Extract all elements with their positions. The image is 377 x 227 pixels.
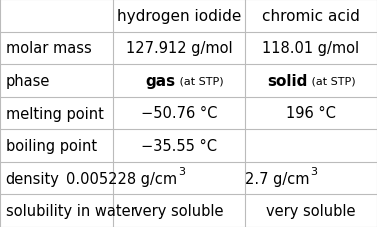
Text: boiling point: boiling point [6,138,97,153]
Text: 0.005228 g/cm: 0.005228 g/cm [66,171,177,186]
Text: 196 °C: 196 °C [286,106,336,121]
Text: chromic acid: chromic acid [262,9,360,24]
Text: −35.55 °C: −35.55 °C [141,138,217,153]
Text: density: density [6,171,60,186]
Text: 118.01 g/mol: 118.01 g/mol [262,41,360,56]
Text: 127.912 g/mol: 127.912 g/mol [126,41,232,56]
Text: very soluble: very soluble [266,203,356,218]
Text: solubility in water: solubility in water [6,203,136,218]
Text: very soluble: very soluble [134,203,224,218]
Text: gas: gas [145,74,175,89]
Text: (at STP): (at STP) [308,76,356,86]
Text: hydrogen iodide: hydrogen iodide [117,9,241,24]
Text: solid: solid [267,74,307,89]
Text: 2.7 g/cm: 2.7 g/cm [245,171,309,186]
Text: 3: 3 [310,166,317,176]
Text: molar mass: molar mass [6,41,91,56]
Text: (at STP): (at STP) [176,76,224,86]
Text: melting point: melting point [6,106,104,121]
Text: phase: phase [6,74,50,89]
Text: 3: 3 [178,166,185,176]
Text: −50.76 °C: −50.76 °C [141,106,217,121]
